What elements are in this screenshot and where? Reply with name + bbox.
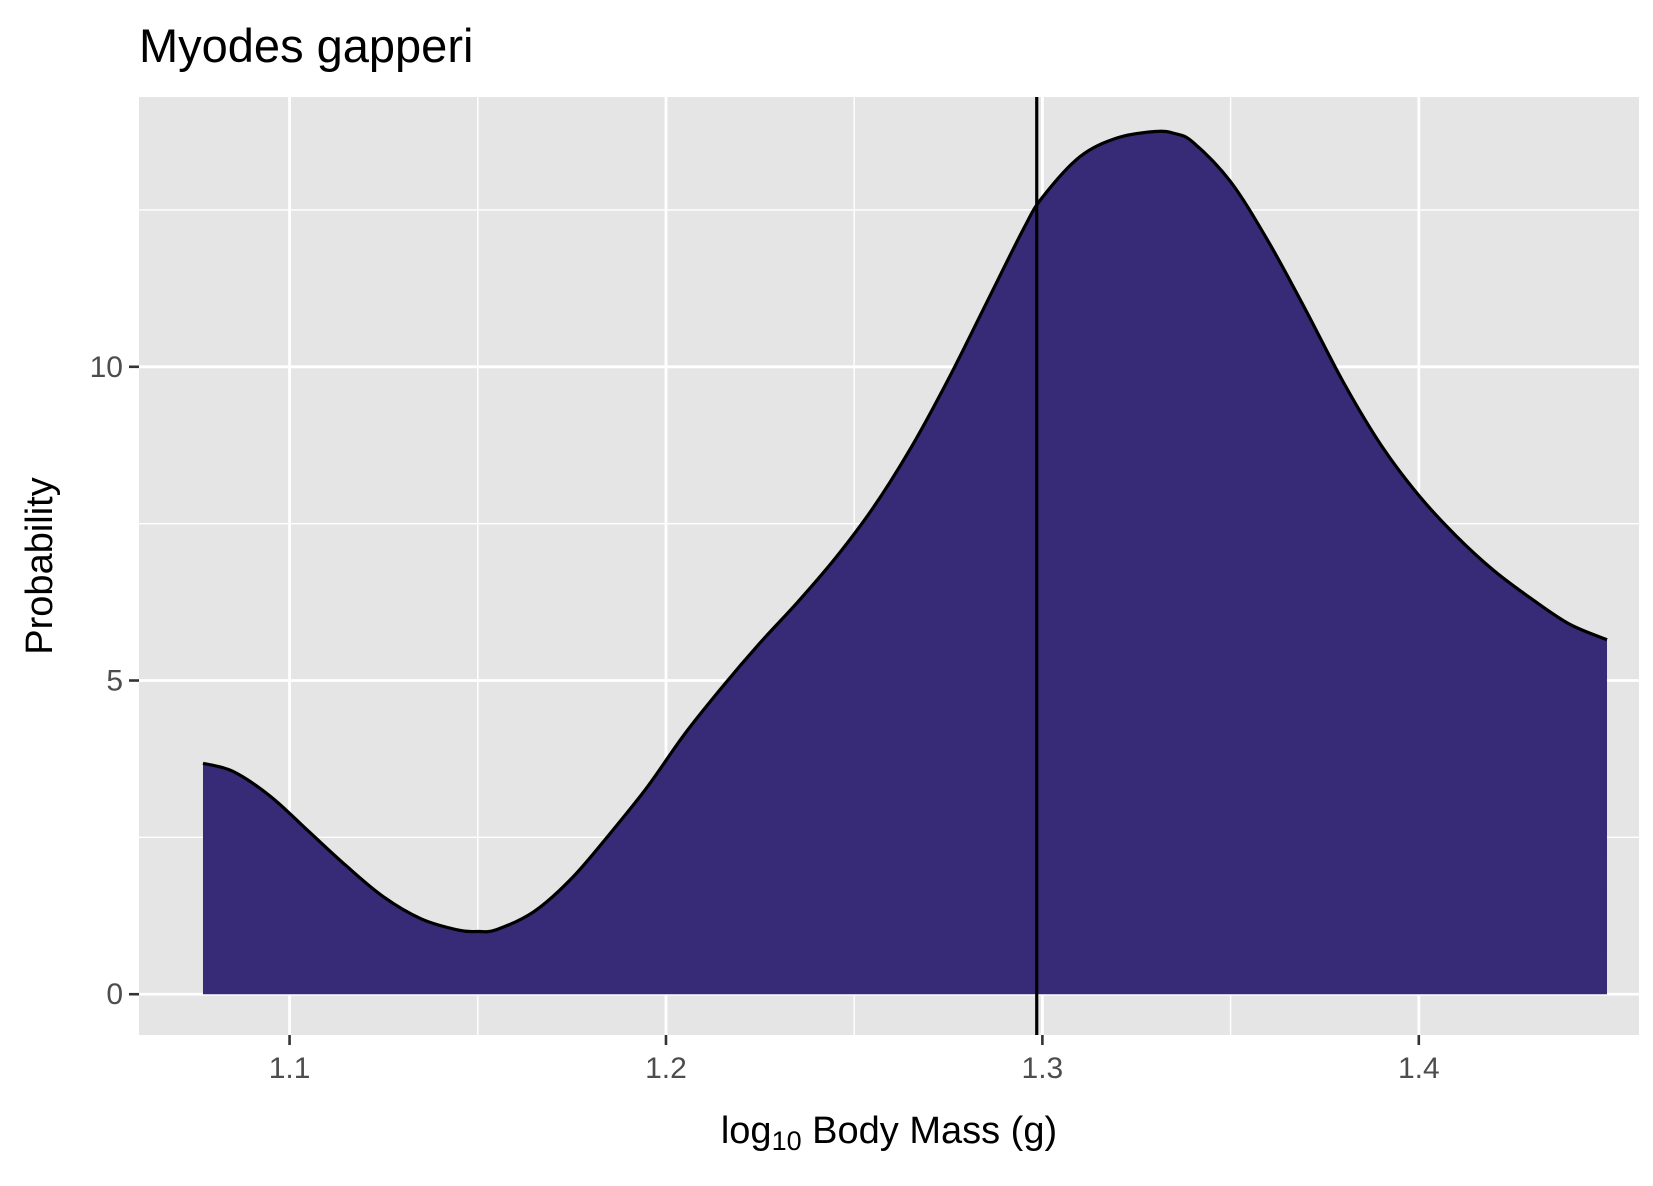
chart-title: Myodes gapperi <box>139 19 473 72</box>
y-tick-label: 0 <box>106 978 123 1011</box>
x-axis-title-subscript: 10 <box>772 1126 802 1156</box>
x-axis-title-rest: Body Mass (g) <box>802 1110 1058 1152</box>
y-tick-label: 10 <box>90 351 123 384</box>
density-curve <box>202 129 1608 934</box>
x-axis-title-log: log <box>721 1110 772 1152</box>
x-tick-label: 1.4 <box>1398 1052 1440 1085</box>
y-axis: 0 5 10 <box>90 351 139 1011</box>
x-tick-label: 1.3 <box>1022 1052 1064 1085</box>
y-tick-label: 5 <box>106 665 123 698</box>
x-axis: 1.1 1.2 1.3 1.4 <box>269 1035 1440 1085</box>
x-axis-title: log10 Body Mass (g) <box>721 1110 1057 1156</box>
x-tick-label: 1.1 <box>269 1052 311 1085</box>
density-area <box>202 131 1608 995</box>
x-tick-label: 1.2 <box>645 1052 687 1085</box>
y-axis-title: Probability <box>19 477 61 654</box>
